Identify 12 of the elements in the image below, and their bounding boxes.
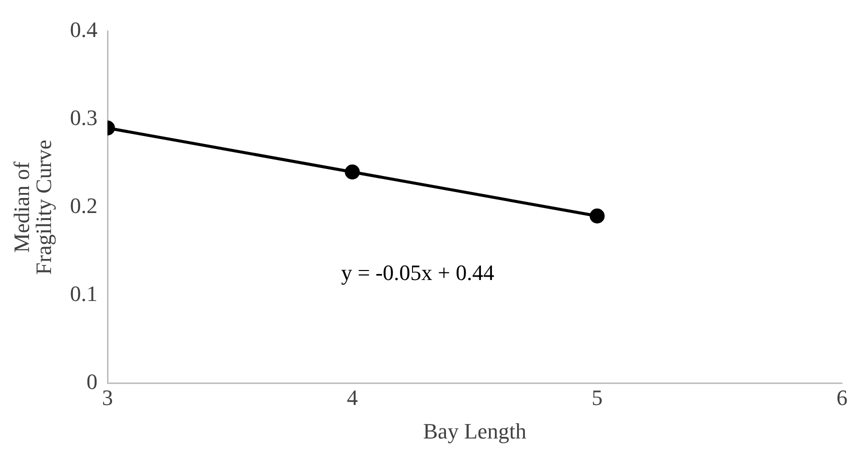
y-tick-label: 0.2 bbox=[70, 192, 98, 218]
y-axis-title: Median of Fragility Curve bbox=[8, 140, 56, 275]
x-tick-label: 5 bbox=[592, 385, 603, 410]
y-tick-label: 0.4 bbox=[70, 16, 98, 42]
x-tick-label: 6 bbox=[836, 385, 848, 410]
annotation: y = -0.05x + 0.44 bbox=[341, 260, 494, 285]
y-tick-label: 0.3 bbox=[70, 104, 98, 130]
x-tick-label: 3 bbox=[102, 385, 113, 410]
y-tick-label: 0 bbox=[86, 368, 98, 394]
y-tick-label: 0.1 bbox=[70, 280, 98, 306]
x-tick-label: 4 bbox=[346, 385, 358, 410]
x-axis-title: Bay Length bbox=[423, 418, 526, 444]
